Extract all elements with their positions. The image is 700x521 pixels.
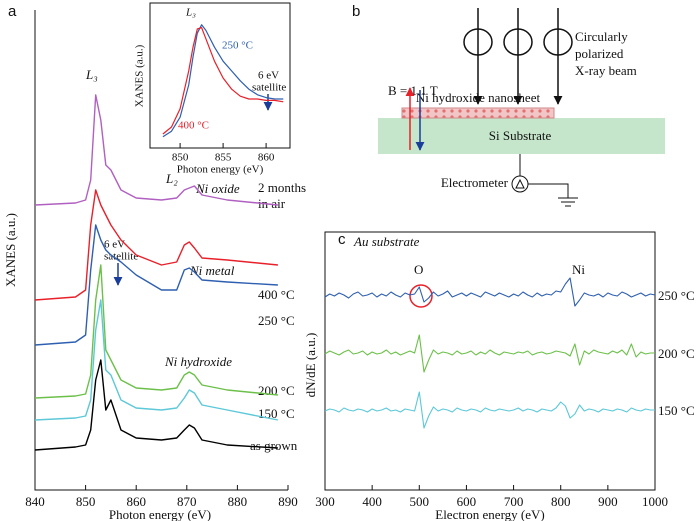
series-line xyxy=(324,334,655,373)
series-line xyxy=(34,224,278,346)
x-tick-label: 870 xyxy=(177,494,197,509)
series-label: Ni oxide xyxy=(195,181,240,196)
annotation: 6 eV xyxy=(258,70,279,82)
subtitle: Au substrate xyxy=(353,234,420,249)
x-tick-label: 600 xyxy=(457,494,477,509)
highlight xyxy=(409,284,433,308)
annotation: L₃ xyxy=(85,67,98,82)
x-axis-label: Photon energy (eV) xyxy=(177,164,264,176)
annotation: Ni hydroxide xyxy=(164,354,232,369)
substrate-label: Si Substrate xyxy=(489,128,552,143)
beam-label: Circularly xyxy=(575,29,628,44)
panel-label: c xyxy=(338,231,346,248)
y-axis-label: XANES (a.u.) xyxy=(134,44,146,107)
x-tick-label: 880 xyxy=(228,494,248,509)
series-line xyxy=(34,264,278,399)
annotation: Ni xyxy=(572,262,585,277)
x-tick-label: 850 xyxy=(172,152,189,164)
beam-label: X-ray beam xyxy=(575,63,637,78)
annotation: 2 months xyxy=(258,180,306,195)
series-label: 250 °C xyxy=(658,288,695,303)
series-label: 250 °C xyxy=(258,313,295,328)
y-axis-label: dN/dE (a.u.) xyxy=(303,333,318,398)
x-tick-label: 855 xyxy=(215,152,232,164)
series-label: 150 °C xyxy=(258,406,295,421)
series-line xyxy=(162,24,284,138)
x-tick-label: 850 xyxy=(76,494,96,509)
annotation: in air xyxy=(258,196,286,211)
x-tick-label: 900 xyxy=(598,494,618,509)
y-axis-label: XANES (a.u.) xyxy=(3,213,18,287)
series-line xyxy=(34,299,279,421)
x-axis-label: Electron energy (eV) xyxy=(435,507,544,521)
x-tick-label: 860 xyxy=(126,494,146,509)
series-line xyxy=(34,189,278,301)
x-tick-label: 400 xyxy=(362,494,382,509)
panel-label: b xyxy=(352,3,360,20)
annotation: Ni metal xyxy=(189,263,235,278)
beam-label: polarized xyxy=(575,46,624,61)
series-label: as grown xyxy=(250,438,298,453)
series-label: 400 °C xyxy=(258,287,295,302)
circuit xyxy=(511,154,578,207)
series-line xyxy=(34,94,278,206)
x-tick-label: 300 xyxy=(315,494,335,509)
x-tick-label: 890 xyxy=(278,494,298,509)
series-line xyxy=(324,277,656,307)
sheet-label: Ni hydroxide nanosheet xyxy=(416,90,541,105)
x-tick-label: 500 xyxy=(410,494,430,509)
annotation: satellite xyxy=(252,82,286,94)
series-label: 250 °C xyxy=(222,40,253,52)
x-tick-label: 1000 xyxy=(642,494,668,509)
series-line xyxy=(324,391,655,429)
x-tick-label: 700 xyxy=(504,494,524,509)
x-tick-label: 860 xyxy=(258,152,275,164)
series-label: 400 °C xyxy=(178,120,209,132)
series-label: 150 °C xyxy=(658,403,695,418)
series-line xyxy=(34,359,278,451)
annotation: O xyxy=(414,262,423,277)
series-label: 200 °C xyxy=(258,383,295,398)
annotation: L₃ xyxy=(185,7,196,19)
panel-label: a xyxy=(8,3,17,20)
nanosheet xyxy=(401,107,555,119)
annotation: satellite xyxy=(104,251,138,263)
series-label: 200 °C xyxy=(658,346,695,361)
axes xyxy=(324,231,656,491)
series-line xyxy=(162,27,284,135)
x-tick-label: 840 xyxy=(25,494,45,509)
annotation: 6 eV xyxy=(104,239,125,251)
substrate xyxy=(378,118,665,154)
x-tick-label: 800 xyxy=(551,494,571,509)
annotation: L₂ xyxy=(165,171,178,186)
meter-label: Electrometer xyxy=(441,175,509,190)
beam xyxy=(463,8,573,105)
x-axis-label: Photon energy (eV) xyxy=(109,507,211,521)
